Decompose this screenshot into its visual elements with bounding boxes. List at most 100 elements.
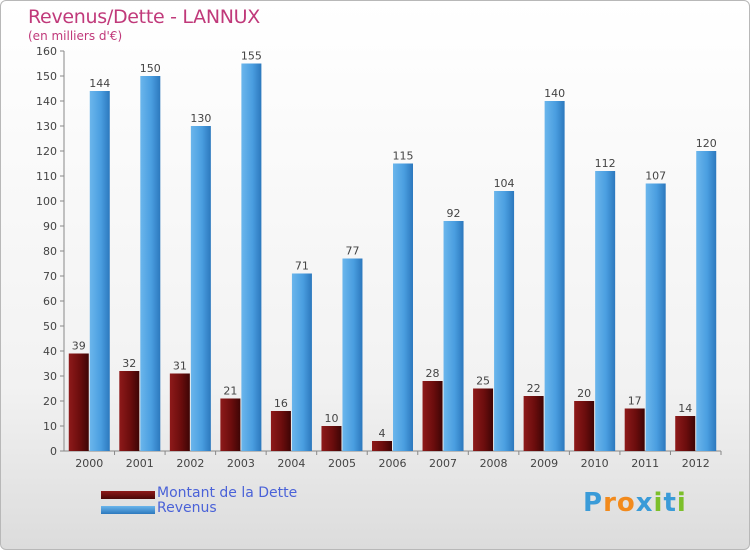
data-label-debt: 21 <box>223 385 237 398</box>
bar-revenus <box>241 63 262 451</box>
data-label-debt: 4 <box>379 427 386 440</box>
proxiti-logo: Proxiti <box>583 488 687 518</box>
bar-debt <box>422 381 443 451</box>
legend-swatch-revenus <box>101 506 155 514</box>
data-label-debt: 16 <box>274 397 288 410</box>
data-label-debt: 10 <box>324 412 338 425</box>
y-tick-label: 120 <box>36 145 57 158</box>
data-label-revenus: 155 <box>241 50 262 63</box>
x-tick-label: 2000 <box>75 457 103 470</box>
y-tick-label: 60 <box>43 295 57 308</box>
y-tick-label: 30 <box>43 370 57 383</box>
data-label-revenus: 144 <box>89 77 110 90</box>
x-tick-label: 2002 <box>176 457 204 470</box>
logo-letter: x <box>635 488 654 518</box>
bar-revenus <box>140 76 161 451</box>
logo-letter: i <box>676 488 687 518</box>
data-label-revenus: 120 <box>696 137 717 150</box>
data-label-revenus: 112 <box>595 157 616 170</box>
y-tick-label: 0 <box>50 445 57 458</box>
bar-revenus <box>291 273 312 451</box>
x-tick-label: 2008 <box>480 457 508 470</box>
bar-revenus <box>595 171 616 451</box>
bar-revenus <box>443 221 464 451</box>
data-label-debt: 39 <box>72 340 86 353</box>
data-label-debt: 22 <box>527 382 541 395</box>
x-tick-label: 2004 <box>277 457 305 470</box>
data-label-revenus: 107 <box>645 170 666 183</box>
chart-title: Revenus/Dette - LANNUX <box>28 6 260 28</box>
y-tick-label: 90 <box>43 220 57 233</box>
data-label-revenus: 92 <box>447 207 461 220</box>
logo-letter: o <box>616 488 636 518</box>
x-tick-label: 2011 <box>631 457 659 470</box>
y-tick-label: 40 <box>43 345 57 358</box>
x-tick-label: 2007 <box>429 457 457 470</box>
logo-letter: r <box>603 488 617 518</box>
y-tick-label: 100 <box>36 195 57 208</box>
bar-revenus <box>645 183 666 451</box>
data-label-debt: 20 <box>577 387 591 400</box>
bar-debt <box>220 398 241 451</box>
x-tick-label: 2009 <box>530 457 558 470</box>
data-label-debt: 25 <box>476 375 490 388</box>
bar-revenus <box>89 91 110 451</box>
x-tick-label: 2012 <box>682 457 710 470</box>
data-label-debt: 31 <box>173 360 187 373</box>
bar-debt <box>574 401 595 451</box>
bar-revenus <box>696 151 717 451</box>
y-tick-label: 160 <box>36 45 57 58</box>
bar-debt <box>675 416 696 451</box>
data-label-debt: 17 <box>628 395 642 408</box>
y-tick-label: 70 <box>43 270 57 283</box>
data-label-revenus: 130 <box>190 112 211 125</box>
y-tick-label: 20 <box>43 395 57 408</box>
data-label-revenus: 77 <box>345 245 359 258</box>
legend-swatch-debt <box>101 491 155 499</box>
bar-revenus <box>393 163 413 451</box>
data-label-revenus: 71 <box>295 260 309 273</box>
bar-debt <box>321 426 342 451</box>
chart-labels: 2000391442001321502002311302003211552004… <box>72 50 717 471</box>
data-label-revenus: 115 <box>393 150 414 163</box>
bar-debt <box>473 388 494 451</box>
legend-label-debt: Montant de la Dette <box>157 485 298 501</box>
chart-bars <box>68 63 717 451</box>
data-label-debt: 28 <box>426 367 440 380</box>
x-tick-label: 2005 <box>328 457 356 470</box>
bar-debt <box>372 441 392 451</box>
y-tick-label: 150 <box>36 70 57 83</box>
y-tick-label: 130 <box>36 120 57 133</box>
bar-debt <box>270 411 291 451</box>
logo-letter: i <box>653 488 664 518</box>
logo-letter: P <box>583 488 604 518</box>
logo-letter: t <box>663 488 677 518</box>
bar-revenus <box>190 126 211 451</box>
bar-revenus <box>544 101 565 451</box>
x-tick-label: 2003 <box>227 457 255 470</box>
data-label-revenus: 140 <box>544 87 565 100</box>
data-label-revenus: 104 <box>494 177 515 190</box>
bar-debt <box>68 353 89 451</box>
y-tick-label: 80 <box>43 245 57 258</box>
bar-debt <box>119 371 140 451</box>
bar-debt <box>624 408 645 451</box>
x-tick-label: 2001 <box>126 457 154 470</box>
x-tick-label: 2010 <box>581 457 609 470</box>
data-label-debt: 32 <box>122 357 136 370</box>
legend-label-revenus: Revenus <box>157 500 217 516</box>
y-tick-label: 50 <box>43 320 57 333</box>
data-label-revenus: 150 <box>140 62 161 75</box>
y-tick-label: 10 <box>43 420 57 433</box>
data-label-debt: 14 <box>678 402 692 415</box>
y-tick-label: 140 <box>36 95 57 108</box>
bar-debt <box>523 396 544 451</box>
y-tick-label: 110 <box>36 170 57 183</box>
bar-debt <box>169 373 190 451</box>
chart-subtitle: (en milliers d'€) <box>28 29 123 43</box>
bar-revenus <box>494 191 515 451</box>
x-tick-label: 2006 <box>379 457 407 470</box>
bar-revenus <box>342 258 363 451</box>
